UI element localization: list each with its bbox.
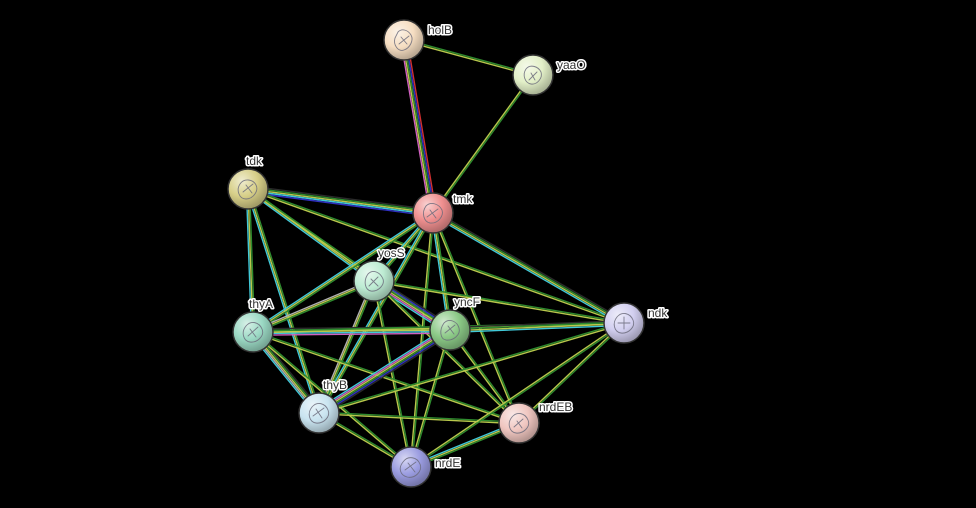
edge	[406, 40, 435, 213]
edge	[401, 41, 430, 214]
node-tmk[interactable]: tmktmk	[413, 192, 473, 233]
node-ndk[interactable]: ndkndk	[604, 303, 668, 343]
node-circle[interactable]	[228, 169, 268, 209]
node-thyA[interactable]: thyAthyA	[233, 297, 273, 352]
node-label: thyB	[323, 378, 347, 392]
edge	[434, 75, 534, 213]
node-label: thyA	[249, 297, 273, 311]
node-label: nrdEB	[539, 400, 572, 414]
node-circle[interactable]	[513, 55, 553, 95]
node-holB[interactable]: holBholB	[384, 20, 452, 60]
edge	[254, 214, 434, 333]
node-yncF[interactable]: yncFyncF	[430, 295, 480, 350]
node-label: tmk	[453, 192, 473, 206]
node-label: tdk	[246, 154, 263, 168]
node-label: yaaO	[557, 58, 586, 72]
network-graph: holBholByaaOyaaOtdktdktmktmkyosSyosSthyA…	[0, 0, 976, 508]
edge	[407, 39, 436, 212]
edge	[432, 75, 532, 213]
edge	[402, 40, 431, 213]
edge	[404, 40, 433, 213]
node-yaaO[interactable]: yaaOyaaO	[513, 55, 586, 95]
edge	[248, 192, 433, 216]
node-circle[interactable]	[430, 310, 470, 350]
node-label: yncF	[454, 295, 480, 309]
node-label: ndk	[648, 306, 668, 320]
node-label: holB	[428, 23, 452, 37]
node-tdk[interactable]: tdktdk	[228, 154, 268, 209]
node-label: yosS	[378, 246, 405, 260]
node-label: nrdE	[435, 456, 460, 470]
